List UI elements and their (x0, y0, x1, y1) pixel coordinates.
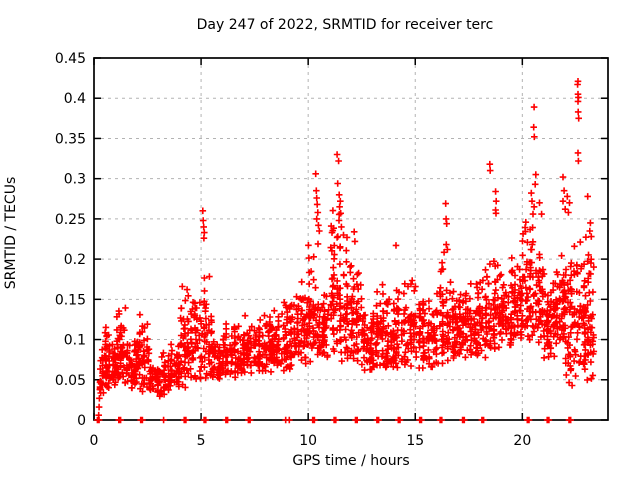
x-tick-label: 20 (513, 433, 531, 449)
y-tick-label: 0.25 (55, 212, 86, 228)
y-tick-label: 0.3 (64, 172, 86, 188)
y-axis-label: SRMTID / TECUs (3, 177, 19, 290)
x-axis-label: GPS time / hours (292, 453, 409, 469)
tick-labels: 0 5 10 15 20 0 0.05 0.1 0.15 0.2 0.25 0.3 0.35 0.4 0.4… (55, 51, 531, 449)
plot-frame (93, 57, 609, 421)
x-tick-label: 15 (406, 433, 424, 449)
y-tick-label: 0.05 (55, 373, 86, 389)
y-tick-label: 0.2 (64, 252, 86, 268)
y-tick-label: 0.4 (64, 91, 86, 107)
y-tick-label: 0.35 (55, 131, 86, 147)
x-tick-label: 0 (90, 433, 99, 449)
y-tick-label: 0.15 (55, 292, 86, 308)
scatter-points (94, 78, 598, 424)
y-tick-label: 0 (77, 413, 86, 429)
x-tick-label: 5 (197, 433, 206, 449)
y-tick-label: 0.45 (55, 51, 86, 67)
y-tick-label: 0.1 (64, 333, 86, 349)
x-tick-label: 10 (299, 433, 317, 449)
chart-title: Day 247 of 2022, SRMTID for receiver ter… (197, 17, 494, 33)
